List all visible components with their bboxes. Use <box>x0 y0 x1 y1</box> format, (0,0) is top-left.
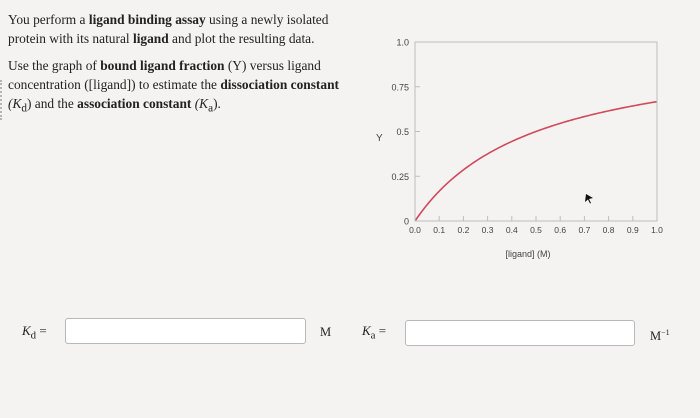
x-tick-label: 0.8 <box>603 225 615 235</box>
kd-input[interactable] <box>65 318 306 344</box>
x-tick-label: 0.7 <box>578 225 590 235</box>
binding-curve <box>414 100 658 222</box>
x-tick-label: 0.3 <box>482 225 494 235</box>
kd-unit: M <box>320 325 332 339</box>
binding-curve-chart: 0 0.25 0.5 0.75 1.0 0.0 0.1 0.2 0.3 0.4 0.5 0.6 0.7… <box>360 28 680 268</box>
x-tick-label: 0.1 <box>433 225 445 235</box>
y-tick-label: 0 <box>404 217 409 227</box>
kd-label: Kd = <box>22 323 47 342</box>
answer-row: Kd = M Ka = M−1 <box>0 316 700 356</box>
ka-unit: M−1 <box>650 328 670 344</box>
x-tick-label: 0.0 <box>409 225 421 235</box>
ka-label: Ka = <box>362 323 387 342</box>
left-edge-marker <box>0 80 5 120</box>
ka-input[interactable] <box>405 320 635 346</box>
question-paragraph-2: Use the graph of bound ligand fraction (… <box>8 58 339 115</box>
mouse-cursor-icon <box>585 194 593 204</box>
y-tick-label: 0.5 <box>396 127 409 137</box>
x-tick-label: 0.5 <box>530 225 542 235</box>
x-tick-label: 0.4 <box>506 225 518 235</box>
y-tick-label: 0.75 <box>391 82 409 92</box>
y-tick-label: 0.25 <box>391 172 409 182</box>
x-tick-label: 0.2 <box>457 225 469 235</box>
question-text: You perform a ligand binding assay using… <box>8 10 358 127</box>
x-tick-label: 0.9 <box>627 225 639 235</box>
plot-frame <box>414 41 658 222</box>
x-tick-label: 1.0 <box>651 225 663 235</box>
x-tick-label: 0.6 <box>554 225 566 235</box>
chart-svg: 0 0.25 0.5 0.75 1.0 0.0 0.1 0.2 0.3 0.4 0.5 0.6 0.7… <box>376 38 663 260</box>
question-paragraph-1: You perform a ligand binding assay using… <box>8 12 329 46</box>
x-axis-label: [ligand] (M) <box>505 249 550 259</box>
y-tick-label: 1.0 <box>396 38 409 48</box>
y-axis-label: Y <box>376 133 383 144</box>
